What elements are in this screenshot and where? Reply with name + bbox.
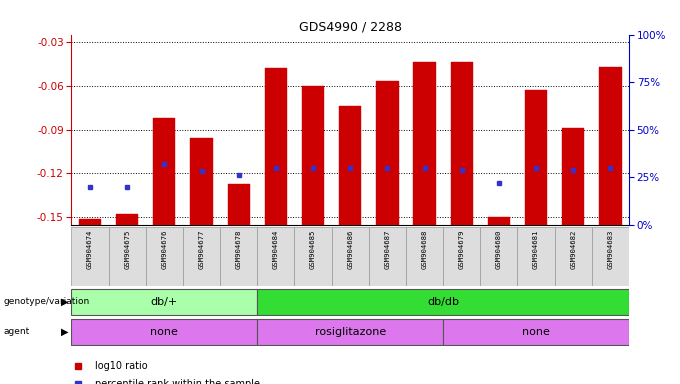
Bar (555, 227, 592, 286)
Bar (220, 227, 257, 286)
Title: GDS4990 / 2288: GDS4990 / 2288 (299, 20, 402, 33)
Bar (228, 184, 250, 225)
Bar (451, 62, 473, 225)
Text: genotype/variation: genotype/variation (3, 297, 90, 306)
Bar (116, 214, 138, 225)
Text: GSM904686: GSM904686 (347, 230, 353, 269)
Bar (190, 138, 213, 225)
Bar (443, 319, 629, 344)
Text: GSM904685: GSM904685 (310, 230, 316, 269)
Text: GSM904676: GSM904676 (161, 230, 167, 269)
Bar (406, 227, 443, 286)
Text: db/+: db/+ (151, 296, 178, 307)
Bar (517, 227, 555, 286)
Bar (257, 319, 443, 344)
Text: GSM904677: GSM904677 (199, 230, 205, 269)
Bar (592, 227, 629, 286)
Text: rosiglitazone: rosiglitazone (315, 326, 386, 337)
Text: agent: agent (3, 327, 30, 336)
Text: ▶: ▶ (61, 326, 68, 337)
Text: GSM904680: GSM904680 (496, 230, 502, 269)
Text: db/db: db/db (427, 296, 459, 307)
Bar (369, 227, 406, 286)
Text: log10 ratio: log10 ratio (95, 361, 148, 371)
Bar (525, 90, 547, 225)
Bar (71, 289, 257, 314)
Bar (488, 217, 510, 225)
Bar (265, 68, 287, 225)
Text: GSM904688: GSM904688 (422, 230, 428, 269)
Bar (257, 227, 294, 286)
Text: none: none (150, 326, 178, 337)
Text: none: none (522, 326, 550, 337)
Bar (294, 227, 332, 286)
Text: percentile rank within the sample: percentile rank within the sample (95, 379, 260, 384)
Bar (79, 219, 101, 225)
Text: GSM904675: GSM904675 (124, 230, 130, 269)
Text: GSM904674: GSM904674 (87, 230, 93, 269)
Text: GSM904687: GSM904687 (384, 230, 390, 269)
Text: GSM904678: GSM904678 (236, 230, 241, 269)
Bar (153, 118, 175, 225)
Bar (183, 227, 220, 286)
Text: GSM904679: GSM904679 (459, 230, 464, 269)
Bar (332, 227, 369, 286)
Bar (339, 106, 361, 225)
Bar (599, 67, 622, 225)
Bar (376, 81, 398, 225)
Bar (71, 227, 109, 286)
Text: GSM904681: GSM904681 (533, 230, 539, 269)
Bar (562, 128, 584, 225)
Text: ▶: ▶ (61, 296, 68, 307)
Bar (413, 62, 436, 225)
Bar (146, 227, 183, 286)
Bar (443, 227, 480, 286)
Bar (71, 319, 257, 344)
Bar (109, 227, 146, 286)
Bar (480, 227, 517, 286)
Bar (257, 289, 629, 314)
Text: GSM904684: GSM904684 (273, 230, 279, 269)
Bar (302, 86, 324, 225)
Text: GSM904683: GSM904683 (607, 230, 613, 269)
Text: GSM904682: GSM904682 (571, 230, 576, 269)
